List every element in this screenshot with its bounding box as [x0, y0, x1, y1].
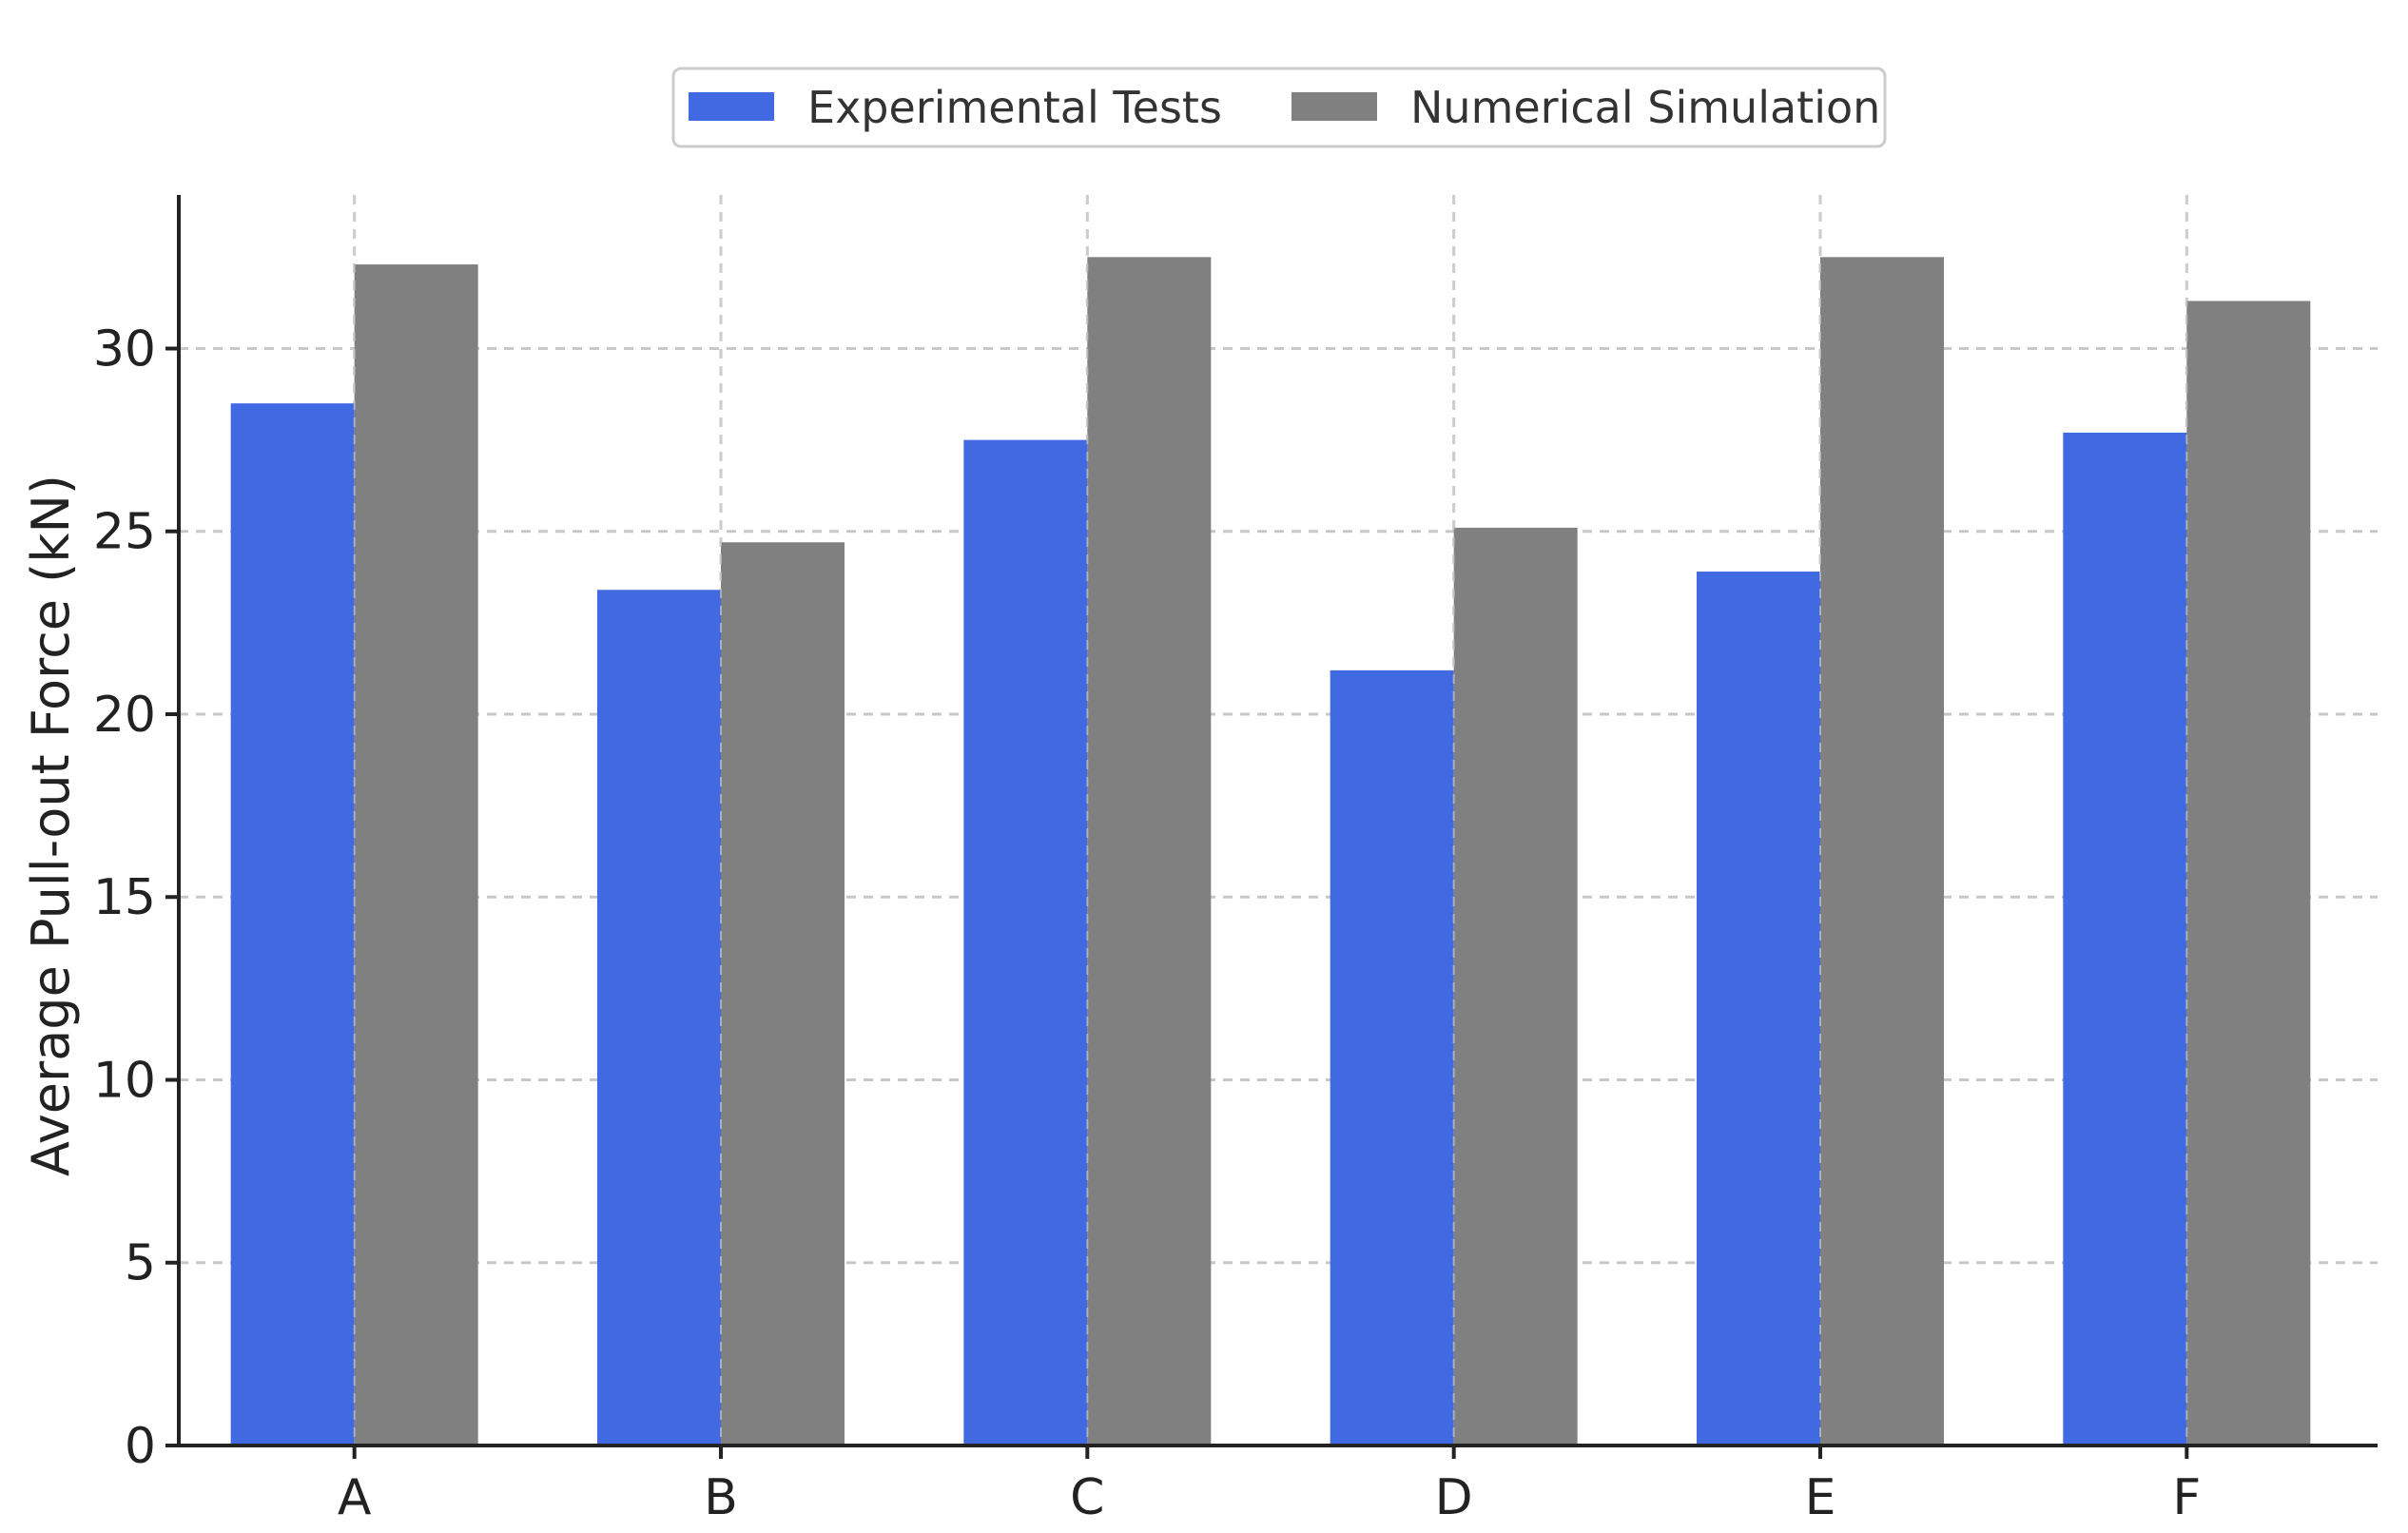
y-tick-label: 5	[125, 1235, 156, 1292]
bar-experimental-F[interactable]	[2063, 432, 2187, 1446]
x-tick-label: A	[338, 1469, 372, 1526]
x-tick-label: F	[2172, 1469, 2201, 1526]
legend[interactable]: Experimental Tests Numerical Simulation	[671, 67, 1887, 148]
bar-numerical-F[interactable]	[2186, 301, 2311, 1446]
y-tick-label: 30	[93, 320, 156, 378]
grid	[179, 195, 2378, 1446]
y-tick-label: 15	[93, 869, 156, 926]
legend-entry-experimental[interactable]: Experimental Tests	[689, 82, 1222, 133]
bar-experimental-D[interactable]	[1330, 669, 1454, 1446]
legend-label: Experimental Tests	[807, 82, 1222, 133]
legend-label: Numerical Simulation	[1410, 82, 1880, 133]
legend-swatch	[1291, 92, 1377, 121]
y-tick-label: 10	[93, 1052, 156, 1109]
x-tick-label: C	[1070, 1469, 1104, 1526]
legend-swatch	[689, 92, 774, 121]
bar-numerical-D[interactable]	[1453, 527, 1578, 1446]
y-tick-label: 20	[93, 687, 156, 744]
y-axis-title: Average Pull-out Force (kN)	[21, 475, 81, 1176]
tick-labels: 0 5 10 15 20 25 30 A B C D E F	[93, 320, 2201, 1526]
bar-experimental-A[interactable]	[230, 403, 355, 1446]
bar-numerical-B[interactable]	[721, 542, 845, 1446]
bar-experimental-C[interactable]	[963, 439, 1088, 1446]
axes	[165, 195, 2378, 1459]
legend-frame	[671, 67, 1887, 148]
bars	[230, 195, 2311, 1446]
y-tick-label: 25	[93, 504, 156, 561]
bar-experimental-B[interactable]	[597, 590, 721, 1446]
x-tick-label: D	[1435, 1469, 1473, 1526]
bar-experimental-E[interactable]	[1697, 572, 1820, 1446]
x-tick-label: B	[704, 1469, 738, 1526]
bar-numerical-C[interactable]	[1087, 257, 1212, 1446]
bar-numerical-A[interactable]	[354, 264, 478, 1446]
bar-numerical-E[interactable]	[1820, 257, 1944, 1446]
legend-entry-numerical[interactable]: Numerical Simulation	[1291, 82, 1880, 133]
y-tick-label: 0	[125, 1418, 156, 1475]
x-tick-label: E	[1805, 1469, 1836, 1526]
